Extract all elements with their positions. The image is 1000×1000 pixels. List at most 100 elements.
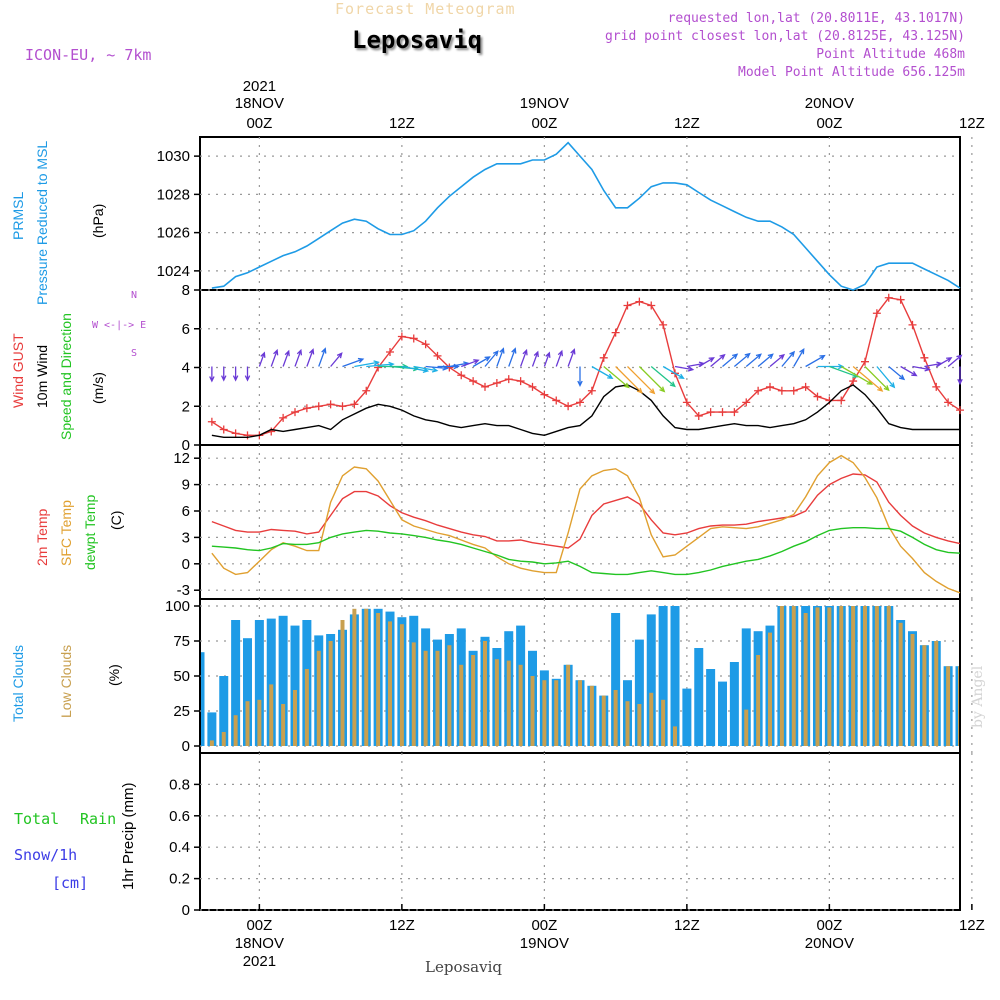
gust-marker <box>433 351 442 360</box>
y-tick-label: 1026 <box>157 225 190 242</box>
wind-direction-arrow <box>244 366 251 382</box>
wind-direction-arrow <box>220 366 227 382</box>
gust-marker <box>207 417 216 426</box>
gust-marker <box>956 406 964 415</box>
footer-station: Leposaviq <box>425 958 502 976</box>
low-cloud-bar <box>471 655 476 746</box>
total-cloud-bar <box>290 625 300 746</box>
low-cloud-bar <box>839 606 844 746</box>
gust-marker <box>516 377 525 386</box>
gust-marker <box>944 398 953 407</box>
low-cloud-bar <box>423 650 428 746</box>
gust-marker <box>872 309 881 318</box>
wind-direction-arrow <box>366 361 395 368</box>
total-cloud-bar <box>729 662 739 746</box>
low-cloud-bar <box>625 701 630 746</box>
low-cloud-bar <box>376 613 381 746</box>
low-cloud-bar <box>340 620 345 746</box>
y-tick-label: 4 <box>182 360 190 377</box>
low-cloud-bar <box>851 606 856 746</box>
wind-direction-arrow <box>555 349 563 367</box>
gust-marker <box>908 320 917 329</box>
total-cloud-bar <box>718 681 727 746</box>
bottom-date-label: 19NOV <box>520 935 569 952</box>
wind-direction-arrow <box>638 366 666 393</box>
wind-direction-arrow <box>591 365 614 379</box>
gust-marker <box>754 386 763 395</box>
wind-direction-arrow <box>603 366 630 389</box>
gust-marker <box>481 382 489 391</box>
gust-marker <box>362 386 371 395</box>
gust-marker <box>599 353 608 362</box>
low-cloud-bar <box>269 684 274 746</box>
total-cloud-bar <box>955 666 959 746</box>
low-cloud-bar <box>304 669 309 746</box>
total-cloud-bar <box>706 669 716 746</box>
panel-frame <box>199 752 961 911</box>
top-date-label: 19NOV <box>520 95 569 112</box>
total-cloud-bar <box>278 615 288 746</box>
low-cloud-bar <box>578 680 582 746</box>
low-cloud-bar <box>589 685 594 746</box>
y-tick-label: 50 <box>173 668 190 685</box>
top-time-label: 12Z <box>674 115 700 132</box>
gust-marker <box>576 398 584 407</box>
total-cloud-bar <box>207 712 217 746</box>
point-altitude: Point Altitude 468m <box>816 47 965 62</box>
wind-direction-arrow <box>757 353 774 367</box>
wind-direction-arrow <box>449 361 470 368</box>
low-cloud-bar <box>661 699 666 746</box>
gust-marker <box>766 382 774 391</box>
wind-direction-arrow <box>484 350 499 367</box>
low-cloud-bar <box>922 645 927 746</box>
low-cloud-bar <box>316 650 321 746</box>
low-cloud-bar <box>518 664 523 746</box>
low-cloud-bar <box>601 695 606 746</box>
gust-marker <box>920 353 929 362</box>
low-cloud-bar <box>946 666 951 746</box>
y-tick-label: 6 <box>182 503 190 520</box>
y-tick-label: 0.2 <box>169 871 190 888</box>
wind-direction-arrow <box>543 351 551 367</box>
low-cloud-bar <box>233 715 238 746</box>
low-cloud-bar <box>910 634 915 746</box>
gust-marker <box>682 398 691 407</box>
wind-direction-arrow <box>722 353 739 367</box>
bottom-date-label: 20NOV <box>805 935 854 952</box>
bottom-date-label: 18NOV <box>235 935 284 952</box>
station-name: Leposaviq <box>352 26 483 54</box>
low-cloud-bar <box>637 704 642 746</box>
gust-marker <box>789 386 798 395</box>
wind-direction-arrow <box>496 347 505 367</box>
temp2m-line <box>211 473 961 549</box>
low-cloud-bar <box>494 659 499 746</box>
low-cloud-bar <box>779 606 784 746</box>
gust-marker <box>492 379 501 387</box>
panel-frame <box>199 136 961 291</box>
low-cloud-bar <box>827 607 832 746</box>
low-cloud-bar <box>768 632 772 746</box>
gust-marker <box>564 402 573 411</box>
total-cloud-bar <box>646 614 656 746</box>
y-tick-label: 0.6 <box>169 808 190 825</box>
wind-direction-arrow <box>615 366 643 394</box>
gust-marker <box>849 377 858 386</box>
top-date-label: 20NOV <box>805 95 854 112</box>
low-cloud-bar <box>506 660 511 746</box>
y-tick-label: 25 <box>173 703 190 720</box>
y-tick-label: 0 <box>182 738 190 755</box>
y-tick-label: 1030 <box>157 148 190 165</box>
gust-marker <box>552 396 561 405</box>
gust-marker <box>611 328 620 337</box>
gust-marker <box>635 297 644 306</box>
bottom-time-label: 00Z <box>531 917 557 934</box>
low-cloud-bar <box>209 740 214 746</box>
compass-west-east: W <-|-> E <box>92 320 147 331</box>
gust-marker <box>813 392 822 401</box>
total-cloud-bar <box>201 652 205 746</box>
total-cloud-bar <box>254 620 264 746</box>
compass-north: N <box>131 290 138 301</box>
gust-marker <box>386 348 394 356</box>
y-tick-label: 1028 <box>157 186 190 203</box>
